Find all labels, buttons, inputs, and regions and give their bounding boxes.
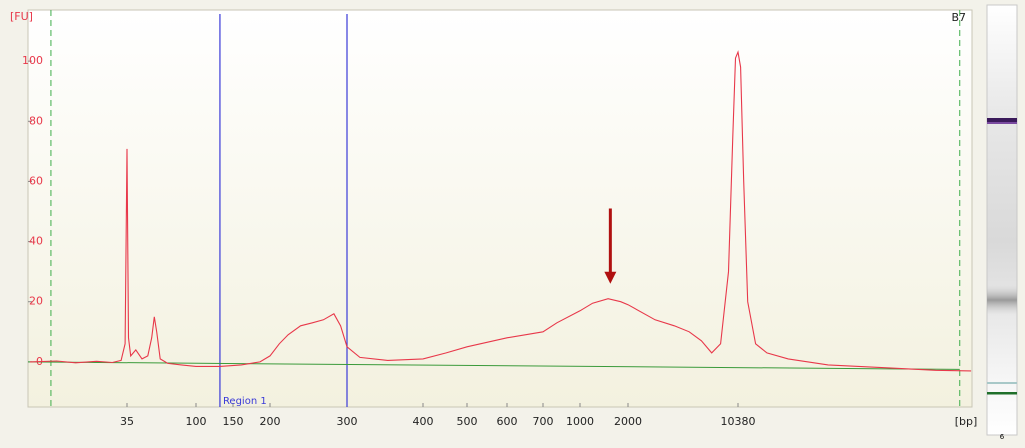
smear: [987, 285, 1017, 315]
y-tick-label: 40: [29, 235, 43, 248]
x-tick-label: 300: [337, 415, 358, 428]
y-tick-label: 100: [22, 54, 43, 67]
x-tick-label: 600: [497, 415, 518, 428]
band: [987, 118, 1017, 122]
y-tick-label: 20: [29, 295, 43, 308]
y-axis-label: [FU]: [10, 10, 33, 23]
y-tick-label: 60: [29, 174, 43, 187]
lane-label: 6: [1000, 433, 1005, 441]
x-tick-label: 500: [457, 415, 478, 428]
x-tick-label: 2000: [614, 415, 642, 428]
x-tick-label: 700: [533, 415, 554, 428]
region-label: Region 1: [223, 396, 267, 407]
x-tick-label: 400: [413, 415, 434, 428]
x-axis-label: [bp]: [955, 415, 978, 428]
x-tick-label: 200: [260, 415, 281, 428]
x-tick-label: 10380: [721, 415, 756, 428]
x-tick-label: 150: [223, 415, 244, 428]
gel-lane: 6: [987, 5, 1017, 441]
band: [987, 382, 1017, 384]
x-tick-label: 1000: [566, 415, 594, 428]
x-tick-label: 100: [186, 415, 207, 428]
y-tick-label: 80: [29, 114, 43, 127]
electropherogram: 0204060801003510015020030040050060070010…: [0, 0, 1025, 448]
lane: [987, 5, 1017, 435]
band: [987, 122, 1017, 124]
plot-area: [28, 10, 972, 407]
band: [987, 392, 1017, 395]
sample-name: B7: [951, 11, 966, 24]
x-tick-label: 35: [120, 415, 134, 428]
